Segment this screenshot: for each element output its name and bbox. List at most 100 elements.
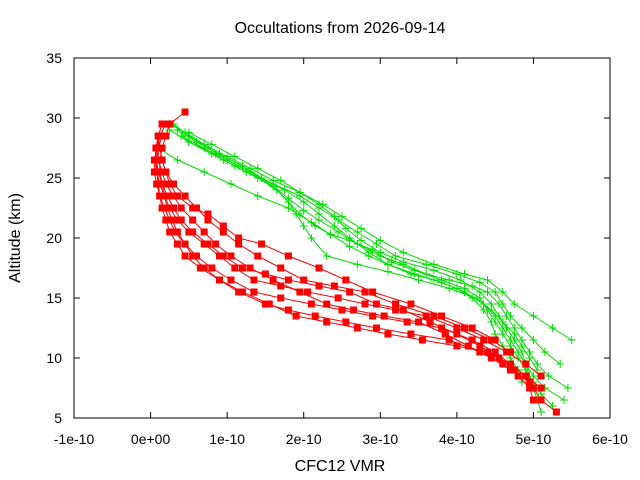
data-point xyxy=(563,384,572,392)
data-point xyxy=(349,306,357,314)
data-point xyxy=(514,372,522,380)
data-point xyxy=(364,252,373,260)
profile-line xyxy=(156,135,515,371)
data-point xyxy=(173,216,181,224)
data-point xyxy=(506,360,514,368)
data-point xyxy=(207,140,216,149)
data-point xyxy=(170,180,178,188)
data-point xyxy=(323,318,331,326)
data-point xyxy=(162,132,170,140)
data-point xyxy=(487,318,496,326)
x-tick-label: 2e-10 xyxy=(286,431,322,447)
data-point xyxy=(162,168,170,176)
series-0 xyxy=(154,120,576,416)
data-point xyxy=(522,372,530,380)
data-point xyxy=(491,288,500,296)
data-point xyxy=(158,156,166,164)
data-point xyxy=(307,218,316,227)
data-point xyxy=(342,318,350,326)
data-point xyxy=(215,276,223,284)
data-point xyxy=(453,324,461,332)
data-point xyxy=(162,180,170,188)
data-point xyxy=(330,222,339,230)
data-point xyxy=(517,342,526,350)
data-point xyxy=(307,234,316,242)
data-point xyxy=(173,156,182,164)
data-point xyxy=(181,192,189,200)
data-point xyxy=(529,384,537,392)
y-tick-label: 35 xyxy=(46,50,62,66)
data-point xyxy=(323,300,331,308)
data-point xyxy=(384,330,392,338)
data-point xyxy=(567,336,576,344)
data-point xyxy=(250,276,258,284)
data-point xyxy=(235,240,243,248)
data-point xyxy=(200,264,208,272)
data-point xyxy=(468,294,477,302)
profile-line xyxy=(169,129,553,407)
data-point xyxy=(399,306,407,314)
data-point xyxy=(154,168,162,176)
profile-line xyxy=(157,135,530,383)
data-point xyxy=(227,252,235,260)
data-point xyxy=(166,228,174,236)
y-tick-label: 15 xyxy=(46,290,62,306)
data-point xyxy=(238,288,246,296)
data-point xyxy=(173,192,181,200)
x-axis: -1e-10 0e+00 1e-10 2e-10 3e-10 4e-10 5e-10 6e-1… xyxy=(54,58,628,447)
y-tick-label: 10 xyxy=(46,350,62,366)
data-point xyxy=(453,330,461,338)
data-point xyxy=(503,348,511,356)
data-point xyxy=(173,240,181,248)
data-point xyxy=(177,132,186,140)
data-point xyxy=(383,267,392,276)
data-point xyxy=(380,312,388,320)
data-point xyxy=(495,354,503,362)
data-point xyxy=(456,276,465,284)
data-point xyxy=(330,282,338,290)
data-point xyxy=(261,300,269,308)
data-point xyxy=(171,228,179,236)
data-point xyxy=(277,294,285,302)
data-point xyxy=(368,246,377,254)
data-point xyxy=(299,198,308,206)
data-point xyxy=(372,324,380,332)
data-point xyxy=(299,222,308,230)
data-point xyxy=(326,230,335,239)
data-point xyxy=(357,236,366,245)
data-point xyxy=(429,266,438,275)
data-point xyxy=(156,192,164,200)
data-point xyxy=(299,206,308,215)
data-point xyxy=(403,318,411,326)
data-point xyxy=(487,354,495,362)
data-point xyxy=(284,276,292,284)
data-point xyxy=(487,336,495,344)
data-point xyxy=(242,168,251,176)
data-point xyxy=(498,288,507,296)
data-point xyxy=(517,324,526,332)
data-point xyxy=(510,366,518,374)
data-point xyxy=(219,252,227,260)
data-point xyxy=(212,240,220,248)
data-point xyxy=(406,270,415,278)
data-point xyxy=(498,318,507,326)
data-point xyxy=(338,306,346,314)
data-point xyxy=(204,240,212,248)
data-point xyxy=(468,324,476,332)
data-point xyxy=(361,300,369,308)
data-point xyxy=(204,216,212,224)
data-point xyxy=(441,330,449,338)
data-point xyxy=(372,240,381,248)
data-point xyxy=(372,300,380,308)
data-point xyxy=(399,258,408,266)
data-point xyxy=(253,164,262,173)
y-tick-label: 30 xyxy=(46,110,62,126)
profile-line xyxy=(169,123,572,341)
data-point xyxy=(322,252,331,260)
data-point xyxy=(544,372,553,380)
data-point xyxy=(537,372,545,380)
data-point xyxy=(494,312,503,320)
data-point xyxy=(193,204,201,212)
data-point xyxy=(560,396,569,404)
